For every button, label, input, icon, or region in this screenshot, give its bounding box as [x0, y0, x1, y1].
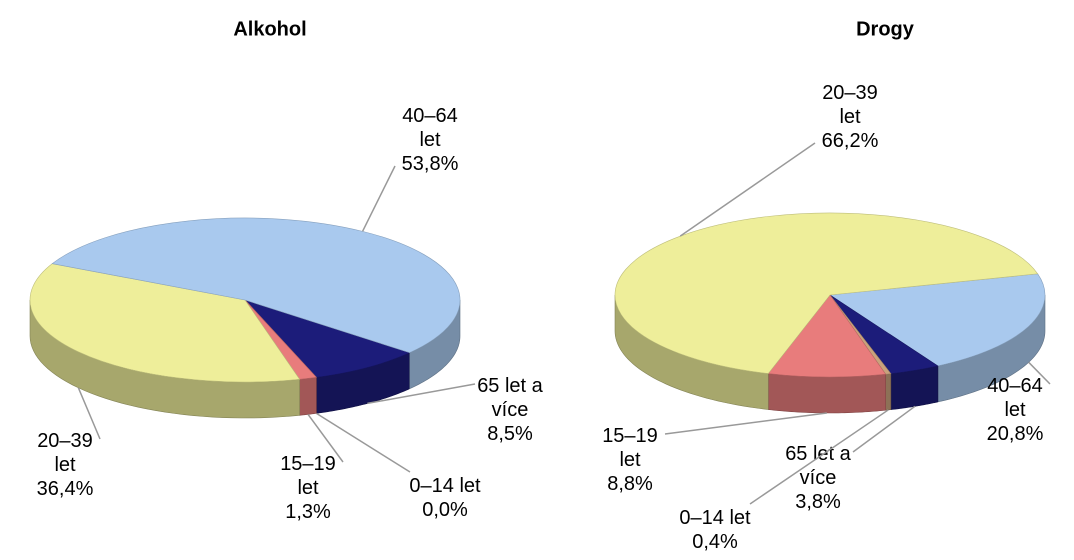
- label-box: 0–14 let 0,0%: [390, 458, 500, 538]
- category-label: 0–14 let: [409, 475, 481, 497]
- slice: [829, 273, 1046, 367]
- leader-line: [664, 412, 827, 435]
- leader-line: [316, 412, 411, 473]
- category-label: 20–39 let: [37, 430, 93, 476]
- category-label: 40–64 let: [987, 375, 1043, 421]
- slice-side: [299, 377, 317, 416]
- label-box: 0–14 let 0,4%: [660, 490, 770, 560]
- value-label: 0,4%: [692, 531, 738, 553]
- slice-side: [767, 373, 886, 414]
- category-label: 0–14 let: [679, 507, 751, 529]
- slice: [614, 212, 1039, 374]
- slice: [767, 294, 887, 378]
- pie-tops: [29, 217, 461, 383]
- leader-line: [77, 387, 101, 440]
- leader-line: [361, 165, 396, 232]
- value-label: 53,8%: [401, 153, 459, 175]
- label-box: 20–39 let 36,4%: [10, 425, 120, 505]
- category-label: 15–19 let: [602, 425, 658, 471]
- value-label: 20,8%: [986, 423, 1044, 445]
- chart-title: Drogy: [856, 18, 915, 40]
- category-label: 15–19 let: [280, 453, 336, 499]
- value-label: 66,2%: [821, 130, 879, 152]
- value-label: 0,0%: [422, 499, 468, 521]
- leader-line: [367, 383, 476, 405]
- leader-line: [749, 409, 889, 505]
- leader-line: [679, 142, 816, 237]
- label-box: 40–64 let 53,8%: [375, 100, 485, 180]
- chart-title: Alkohol: [233, 18, 306, 40]
- value-label: 36,4%: [36, 478, 94, 500]
- leader-line: [1028, 361, 1051, 385]
- value-label: 8,8%: [607, 473, 653, 495]
- label-box: 65 let a více 8,5%: [455, 370, 565, 450]
- slice: [244, 299, 411, 378]
- category-label: 20–39 let: [822, 82, 878, 128]
- label-box: 15–19 let 1,3%: [253, 448, 363, 528]
- label-box: 20–39 let 66,2%: [795, 77, 905, 157]
- slice: [29, 263, 301, 383]
- label-box: 40–64 let 20,8%: [960, 370, 1070, 450]
- value-label: 1,3%: [285, 501, 331, 523]
- label-box: 65 let a více 3,8%: [763, 438, 873, 518]
- slice: [51, 217, 461, 354]
- leader-line: [307, 413, 344, 463]
- slice-side: [885, 373, 892, 411]
- value-label: 3,8%: [795, 491, 841, 513]
- category-label: 65 let a více: [477, 375, 543, 421]
- leader-line: [852, 405, 916, 453]
- label-box: 15–19 let 8,8%: [575, 420, 685, 500]
- category-label: 65 let a více: [785, 443, 851, 489]
- pie-sides: [614, 294, 1046, 414]
- category-label: 40–64 let: [402, 105, 458, 151]
- value-label: 8,5%: [487, 423, 533, 445]
- pie-tops: [614, 212, 1046, 378]
